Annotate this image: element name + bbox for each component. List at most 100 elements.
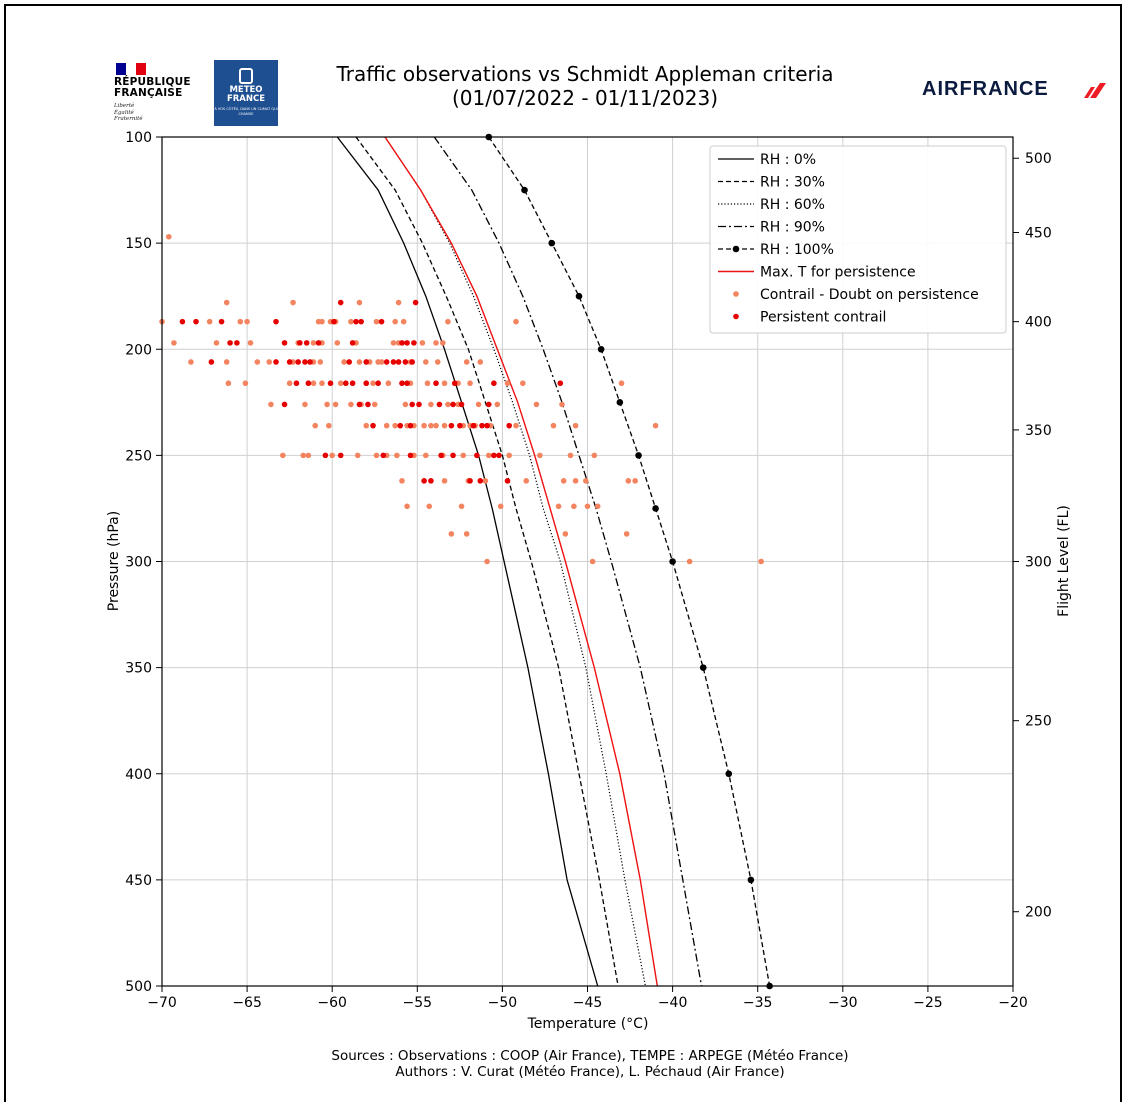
x-tick-label: −20 xyxy=(998,995,1028,1011)
scatter-point-persistent xyxy=(179,318,186,325)
scatter-point-doubt xyxy=(428,422,434,429)
scatter-point-persistent xyxy=(436,401,443,408)
scatter-point-doubt xyxy=(266,359,273,365)
mf-tagline: À VOS CÔTÉS, DANS UN CLIMAT QUI CHANGE xyxy=(214,107,278,116)
scatter-point-persistent xyxy=(484,422,490,429)
x-tick-label: −25 xyxy=(913,995,943,1011)
y-tick-label: 100 xyxy=(125,130,152,146)
series-marker xyxy=(635,452,642,459)
scatter-point-persistent xyxy=(485,401,492,408)
scatter-point-doubt xyxy=(467,380,473,387)
scatter-point-doubt xyxy=(373,452,380,459)
fl-tick-label: 350 xyxy=(1025,423,1052,439)
republique-francaise-logo: RÉPUBLIQUE FRANÇAISE xyxy=(114,77,191,99)
scatter-point-doubt xyxy=(268,401,274,408)
scatter-point-doubt xyxy=(223,359,230,365)
scatter-point-persistent xyxy=(458,401,465,408)
scatter-point-doubt xyxy=(337,380,344,387)
scatter-point-doubt xyxy=(424,380,431,387)
scatter-point-persistent xyxy=(397,422,404,429)
scatter-point-doubt xyxy=(385,380,392,387)
scatter-point-doubt xyxy=(370,380,376,387)
scatter-point-doubt xyxy=(223,299,230,306)
scatter-point-doubt xyxy=(513,318,519,325)
scatter-point-doubt xyxy=(458,503,465,510)
scatter-point-doubt xyxy=(571,503,577,510)
scatter-point-doubt xyxy=(310,340,317,346)
fl-tick-label: 400 xyxy=(1025,315,1052,331)
scatter-point-persistent xyxy=(343,380,349,387)
y-tick-label: 200 xyxy=(125,342,152,358)
scatter-point-persistent xyxy=(305,380,312,387)
legend-label: RH : 100% xyxy=(760,242,834,258)
scatter-point-doubt xyxy=(433,422,439,429)
scatter-point-doubt xyxy=(441,380,448,387)
scatter-point-persistent xyxy=(491,380,497,387)
scatter-point-doubt xyxy=(300,452,307,459)
mf-line1: METEO xyxy=(229,85,263,95)
x-tick-label: −65 xyxy=(232,995,262,1011)
scatter-point-doubt xyxy=(523,478,530,484)
scatter-point-persistent xyxy=(477,478,484,484)
scatter-point-doubt xyxy=(400,318,407,325)
authors-text: Authors : V. Curat (Météo France), L. Pé… xyxy=(395,1064,785,1080)
y-tick-label: 150 xyxy=(125,236,152,252)
scatter-point-doubt xyxy=(375,359,381,365)
scatter-point-doubt xyxy=(441,478,448,484)
scatter-point-doubt xyxy=(244,318,250,325)
scatter-point-doubt xyxy=(341,359,347,365)
scatter-point-doubt xyxy=(589,558,596,565)
scatter-point-doubt xyxy=(504,380,511,387)
scatter-point-persistent xyxy=(327,380,334,387)
scatter-point-doubt xyxy=(591,452,598,459)
scatter-point-doubt xyxy=(460,452,467,459)
scatter-point-persistent xyxy=(411,340,417,346)
french-flag-icon xyxy=(116,60,146,75)
scatter-points xyxy=(159,233,764,565)
legend: RH : 0% RH : 30% RH : 60% RH : 90% RH : 100%… xyxy=(709,145,1007,334)
air-france-logo: AIRFRANCE xyxy=(922,78,1049,100)
sources-text: Sources : Observations : COOP (Air Franc… xyxy=(331,1048,849,1064)
scatter-point-doubt xyxy=(428,401,434,408)
scatter-point-persistent xyxy=(349,380,356,387)
scatter-point-doubt xyxy=(356,299,363,306)
rf-line2: FRANÇAISE xyxy=(114,87,183,99)
scatter-point-persistent xyxy=(504,478,511,484)
scatter-point-persistent xyxy=(433,380,439,387)
meteo-france-logo: METEO FRANCE À VOS CÔTÉS, DANS UN CLIMAT… xyxy=(214,60,278,126)
scatter-point-doubt xyxy=(171,340,177,346)
scatter-point-doubt xyxy=(242,380,249,387)
scatter-point-doubt xyxy=(317,359,324,365)
scatter-point-doubt xyxy=(537,452,543,459)
chart-title: Traffic observations vs Schmidt Appleman… xyxy=(280,62,890,110)
scatter-point-doubt xyxy=(475,401,482,408)
legend-label: Max. T for persistence xyxy=(760,265,916,281)
scatter-point-doubt xyxy=(324,401,330,408)
scatter-point-doubt xyxy=(434,359,441,365)
y-tick-label: 450 xyxy=(125,873,152,889)
scatter-point-doubt xyxy=(485,452,492,459)
series-line-2 xyxy=(384,136,646,987)
chart-title-line2: (01/07/2022 - 01/11/2023) xyxy=(451,86,719,110)
scatter-point-doubt xyxy=(404,503,410,510)
scatter-point-persistent xyxy=(409,359,415,365)
x-tick-label: −35 xyxy=(743,995,773,1011)
scatter-point-persistent xyxy=(399,380,405,387)
scatter-point-persistent xyxy=(438,452,444,459)
scatter-point-doubt xyxy=(348,318,354,325)
scatter-point-persistent xyxy=(234,340,240,346)
scatter-point-doubt xyxy=(213,340,220,346)
scatter-point-persistent xyxy=(286,359,293,365)
y-tick-label: 500 xyxy=(125,979,152,995)
scatter-point-doubt xyxy=(334,340,341,346)
footer-credits: Sources : Observations : COOP (Air Franc… xyxy=(190,1048,990,1080)
scatter-point-persistent xyxy=(293,380,300,387)
scatter-point-persistent xyxy=(281,401,288,408)
scatter-point-persistent xyxy=(353,318,359,325)
scatter-point-doubt xyxy=(625,478,632,484)
scatter-point-persistent xyxy=(479,422,485,429)
scatter-point-doubt xyxy=(448,531,455,537)
legend-dot xyxy=(733,291,739,297)
scatter-point-persistent xyxy=(407,422,414,429)
